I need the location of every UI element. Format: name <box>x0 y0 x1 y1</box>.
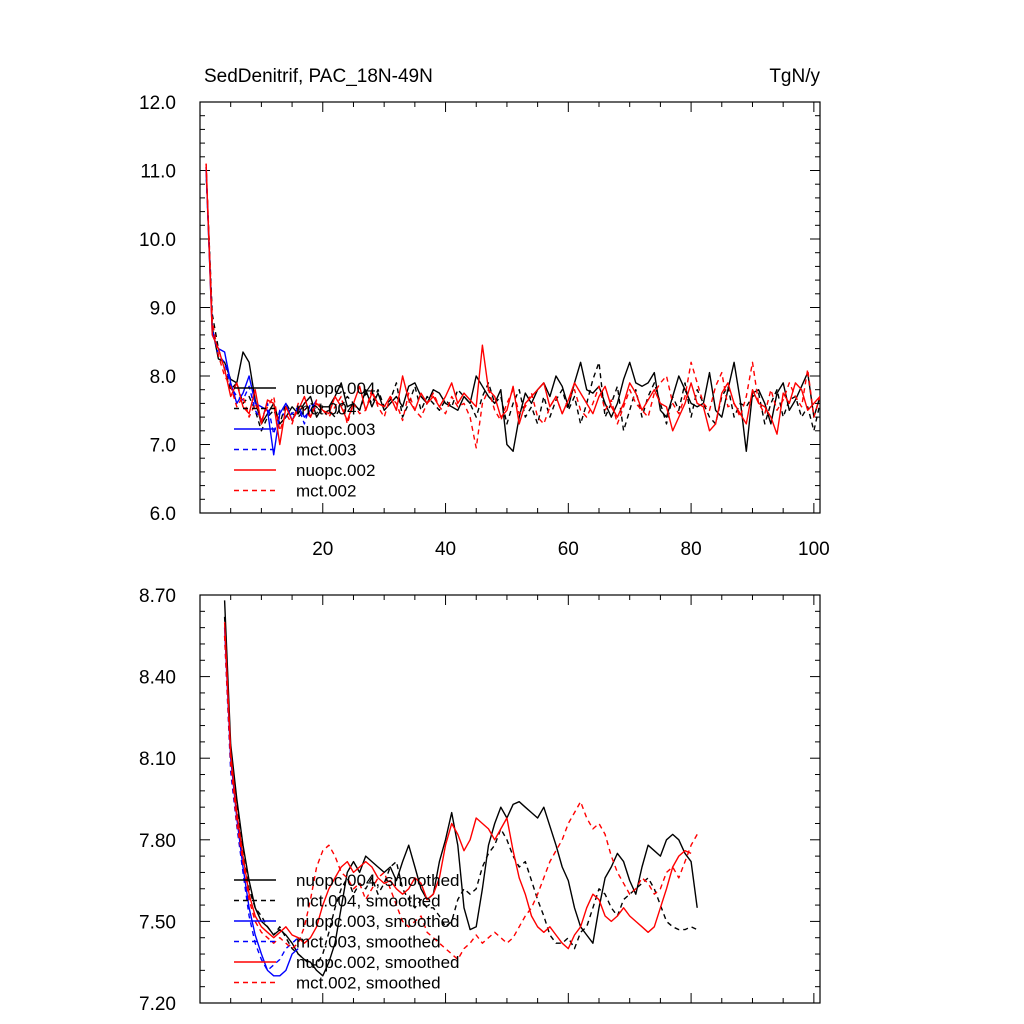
y-tick-label: 7.80 <box>139 831 176 852</box>
legend-label: nuopc.004 <box>296 379 375 398</box>
y-tick-label: 10.0 <box>139 230 176 251</box>
series-line <box>205 170 820 432</box>
series-line <box>205 163 820 449</box>
y-tick-label: 7.50 <box>139 912 176 933</box>
y-tick-label: 6.0 <box>150 504 176 525</box>
legend-label: mct.002, smoothed <box>296 974 441 993</box>
plot-frame <box>199 101 821 514</box>
legend-label: nuopc.002, smoothed <box>296 953 460 972</box>
y-tick-label: 7.20 <box>139 994 176 1015</box>
series-line <box>223 622 692 950</box>
x-tick-label: 20 <box>312 539 333 560</box>
y-tick-label: 8.40 <box>139 668 176 689</box>
legend-label: nuopc.003, smoothed <box>296 912 460 931</box>
plot-frame <box>199 594 821 1004</box>
panel-top: SedDenitrif, PAC_18N-49N TgN/y 20 40 60 80 1… <box>139 66 830 560</box>
chart-title: SedDenitrif, PAC_18N-49N <box>204 66 433 87</box>
legend-label: mct.002 <box>296 482 356 501</box>
y-tick-label: 8.10 <box>139 749 176 770</box>
legend-label: mct.003 <box>296 441 356 460</box>
panel-bottom: 7.20 7.50 7.80 8.10 8.40 8.70 nuopc.004, smoot… <box>139 586 821 1015</box>
x-tick-label: 80 <box>681 539 702 560</box>
units-label: TgN/y <box>769 66 820 87</box>
series-line <box>223 635 698 961</box>
legend-label: mct.004 <box>296 400 356 419</box>
legend-label: nuopc.004, smoothed <box>296 871 460 890</box>
legend-label: mct.003, smoothed <box>296 933 441 952</box>
y-tick-label: 12.0 <box>139 93 176 114</box>
y-tick-label: 8.70 <box>139 586 176 607</box>
y-tick-label: 8.0 <box>150 367 176 388</box>
y-tick-label: 7.0 <box>150 436 176 457</box>
series-line <box>205 163 820 446</box>
legend-label: nuopc.002 <box>296 461 375 480</box>
series-line <box>223 616 698 966</box>
legend-label: nuopc.003 <box>296 420 375 439</box>
series-line <box>223 600 698 977</box>
series-line <box>205 167 820 452</box>
x-tick-label: 100 <box>798 539 830 560</box>
y-tick-label: 9.0 <box>150 299 176 320</box>
x-tick-label: 40 <box>435 539 456 560</box>
x-tick-label: 60 <box>558 539 579 560</box>
legend-label: mct.004, smoothed <box>296 892 441 911</box>
y-tick-label: 11.0 <box>140 162 176 183</box>
